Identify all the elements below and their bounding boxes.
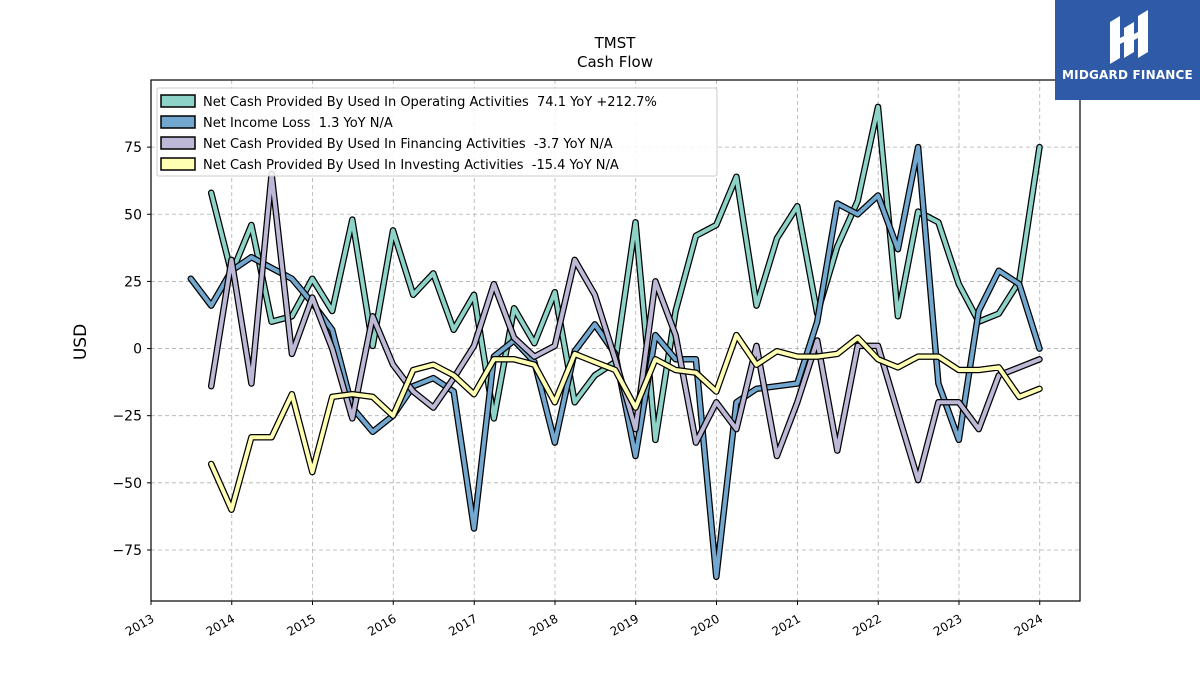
chart-subtitle: Cash Flow [577,53,653,71]
x-tick-label: 2023 [931,611,964,638]
y-tick-label: −50 [112,476,142,492]
plot-frame [150,79,1081,602]
y-tick-label: −25 [112,409,142,425]
legend-swatch [160,157,196,171]
series-line [207,103,1043,444]
y-tick-label: 75 [124,140,142,156]
midgard-logo-icon [1109,10,1148,64]
x-tick-label: 2024 [1012,611,1045,638]
x-tick-label: 2018 [527,611,560,638]
y-tick-label: −75 [112,543,142,559]
x-tick-label: 2021 [770,611,803,638]
brand-name: MIDGARD FINANCE [1062,68,1193,82]
legend-item: Net Income Loss 1.3 YoY N/A [160,115,393,131]
x-tick-label: 2015 [285,611,318,638]
legend-swatch [160,136,196,150]
y-axis-label: USD [71,324,91,360]
x-tick-label: 2017 [446,611,479,638]
y-tick-label: 0 [133,342,142,358]
y-tick-label: 25 [124,274,142,290]
brand-logo: MIDGARD FINANCE [1055,0,1200,100]
legend-label: Net Cash Provided By Used In Financing A… [203,137,613,152]
legend-item: Net Cash Provided By Used In Investing A… [160,157,619,173]
x-axis: 2013 2014 2015 2016 2017 2018 2019 2020 2021 2022… [123,601,1045,639]
x-tick-label: 2016 [365,611,398,638]
legend-swatch [160,94,196,108]
legend-item: Net Cash Provided By Used In Operating A… [160,94,657,110]
legend-label: Net Cash Provided By Used In Investing A… [203,158,619,173]
legend-label: Net Income Loss 1.3 YoY N/A [203,116,393,131]
legend-swatch [160,115,196,129]
legend-item: Net Cash Provided By Used In Financing A… [160,136,613,152]
series-lines [187,103,1043,581]
x-tick-label: 2013 [123,611,156,638]
legend: Net Cash Provided By Used In Operating A… [156,87,718,177]
series-line [207,331,1043,513]
x-tick-label: 2022 [850,611,883,638]
legend-label: Net Cash Provided By Used In Operating A… [203,95,657,110]
x-tick-label: 2020 [689,611,722,638]
y-tick-label: 50 [124,207,142,223]
x-tick-label: 2019 [608,611,641,638]
chart-title: TMST [594,34,637,52]
legend-box [156,87,718,177]
x-tick-label: 2014 [204,611,237,638]
y-axis: 75 50 25 0 −25 −50 −75 [112,140,151,559]
